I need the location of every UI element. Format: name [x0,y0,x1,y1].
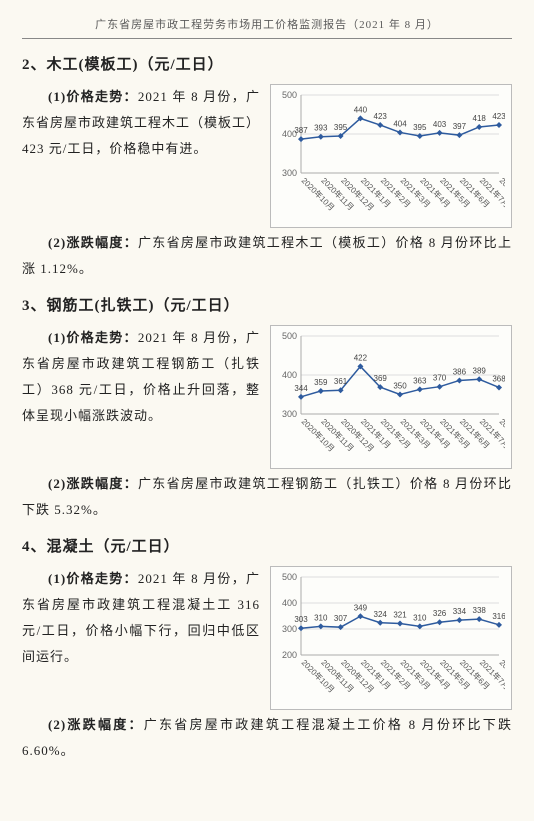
svg-text:403: 403 [433,120,447,129]
section-paragraph-2: (2)涨跌幅度：广东省房屋市政建筑工程混凝土工价格 8 月份环比下跌 6.60%… [22,712,512,764]
svg-text:307: 307 [334,614,348,623]
svg-text:500: 500 [282,331,297,341]
svg-text:393: 393 [314,124,328,133]
section-paragraph-2: (2)涨跌幅度：广东省房屋市政建筑工程钢筋工（扎铁工）价格 8 月份环比下跌 5… [22,471,512,523]
svg-text:303: 303 [294,615,308,624]
svg-text:300: 300 [282,409,297,419]
svg-text:310: 310 [413,613,427,622]
section-paragraph-2: (2)涨跌幅度：广东省房屋市政建筑工程木工（模板工）价格 8 月份环比上涨 1.… [22,230,512,282]
page-header: 广东省房屋市政工程劳务市场用工价格监测报告（2021 年 8 月） [22,16,512,39]
svg-text:316: 316 [492,612,505,621]
svg-text:344: 344 [294,384,308,393]
section: 3、钢筋工(扎铁工)（元/工日） (1)价格走势：2021 年 8 月份，广东省… [22,294,512,523]
section-paragraph-1: (1)价格走势：2021 年 8 月份，广东省房屋市政建筑工程木工（模板工）42… [22,84,260,162]
svg-text:326: 326 [433,609,447,618]
svg-text:397: 397 [453,122,467,131]
svg-text:387: 387 [294,126,308,135]
svg-text:300: 300 [282,624,297,634]
svg-text:350: 350 [393,382,407,391]
svg-text:359: 359 [314,378,328,387]
svg-text:324: 324 [374,610,388,619]
section: 2、木工(模板工)（元/工日） (1)价格走势：2021 年 8 月份，广东省房… [22,53,512,282]
svg-text:369: 369 [374,374,388,383]
svg-text:310: 310 [314,613,328,622]
section-paragraph-1: (1)价格走势：2021 年 8 月份，广东省房屋市政建筑工程混凝土工 316 … [22,566,260,670]
svg-text:395: 395 [413,123,427,132]
svg-text:500: 500 [282,90,297,100]
section: 4、混凝土（元/工日） (1)价格走势：2021 年 8 月份，广东省房屋市政建… [22,535,512,764]
svg-text:389: 389 [473,366,487,375]
svg-text:400: 400 [282,598,297,608]
svg-text:368: 368 [492,374,505,383]
svg-text:361: 361 [334,377,348,386]
svg-text:423: 423 [492,112,505,121]
svg-text:370: 370 [433,374,447,383]
page: 广东省房屋市政工程劳务市场用工价格监测报告（2021 年 8 月） 2、木工(模… [0,0,534,784]
svg-text:300: 300 [282,168,297,178]
svg-text:395: 395 [334,123,348,132]
svg-text:349: 349 [354,603,368,612]
svg-text:440: 440 [354,105,368,114]
svg-text:363: 363 [413,376,427,385]
chart: 200 300 400 500 303 310 307 349 324 321 310 326 334 3… [270,566,512,710]
svg-text:500: 500 [282,572,297,582]
svg-text:422: 422 [354,353,368,362]
svg-text:321: 321 [393,611,407,620]
svg-text:200: 200 [282,650,297,660]
svg-text:386: 386 [453,367,467,376]
section-title: 4、混凝土（元/工日） [22,535,512,556]
svg-text:418: 418 [473,114,487,123]
svg-text:338: 338 [473,606,487,615]
chart: 3004005003873933954404234043954033974184… [270,84,512,228]
section-paragraph-1: (1)价格走势：2021 年 8 月份，广东省房屋市政建筑工程钢筋工（扎铁工）3… [22,325,260,429]
svg-text:404: 404 [393,119,407,128]
chart: 300 400 500 344 359 361 422 369 350 363 370 386 389 3… [270,325,512,469]
svg-text:400: 400 [282,370,297,380]
svg-text:334: 334 [453,607,467,616]
section-title: 3、钢筋工(扎铁工)（元/工日） [22,294,512,315]
svg-text:423: 423 [374,112,388,121]
section-title: 2、木工(模板工)（元/工日） [22,53,512,74]
